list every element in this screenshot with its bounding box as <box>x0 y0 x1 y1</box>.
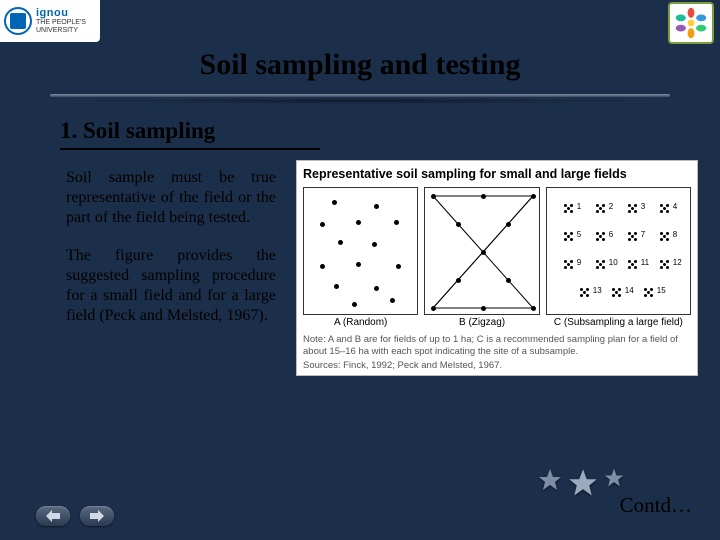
logo-naip <box>668 2 714 44</box>
caption-c: C (Subsampling a large field) <box>546 317 691 328</box>
section-number: 1. <box>60 118 77 143</box>
star-icon <box>604 468 624 488</box>
body-text: Soil sample must be true representative … <box>66 168 276 344</box>
prev-button[interactable] <box>36 506 70 526</box>
figure-box-c: 123456789101112131415 <box>546 187 691 315</box>
section-title: Soil sampling <box>83 118 215 143</box>
paragraph-2: The figure provides the suggested sampli… <box>66 246 276 326</box>
section-underline <box>60 148 320 150</box>
slide-title: Soil sampling and testing <box>0 48 720 82</box>
star-icon <box>538 468 562 492</box>
figure-box-a <box>303 187 418 315</box>
figure-captions: A (Random) B (Zigzag) C (Subsampling a l… <box>303 317 691 328</box>
figure-box-b <box>424 187 539 315</box>
arrow-right-icon <box>90 510 104 522</box>
ignou-tagline-2: UNIVERSITY <box>36 27 86 35</box>
figure-row: 123456789101112131415 <box>303 187 691 315</box>
arrow-left-icon <box>46 510 60 522</box>
top-bar: ignou THE PEOPLE'S UNIVERSITY <box>0 0 720 48</box>
figure-panel: Representative soil sampling for small a… <box>296 160 698 376</box>
title-underline <box>50 94 670 104</box>
ignou-tagline-1: THE PEOPLE'S <box>36 19 86 27</box>
decorative-stars <box>538 468 624 498</box>
continued-label: Contd… <box>620 493 692 518</box>
flower-icon <box>674 6 708 40</box>
figure-note: Note: A and B are for fields of up to 1 … <box>303 334 691 358</box>
ignou-brand: ignou <box>36 7 86 19</box>
figure-title: Representative soil sampling for small a… <box>303 167 691 181</box>
section-heading: 1. Soil sampling <box>60 118 215 144</box>
ignou-text: ignou THE PEOPLE'S UNIVERSITY <box>36 7 86 34</box>
star-icon <box>568 468 598 498</box>
figure-sources: Sources: Finck, 1992; Peck and Melsted, … <box>303 360 691 371</box>
paragraph-1: Soil sample must be true representative … <box>66 168 276 228</box>
nav-arrows <box>36 506 114 526</box>
ignou-emblem-icon <box>4 7 32 35</box>
next-button[interactable] <box>80 506 114 526</box>
caption-b: B (Zigzag) <box>424 317 539 328</box>
caption-a: A (Random) <box>303 317 418 328</box>
logo-ignou: ignou THE PEOPLE'S UNIVERSITY <box>0 0 100 42</box>
